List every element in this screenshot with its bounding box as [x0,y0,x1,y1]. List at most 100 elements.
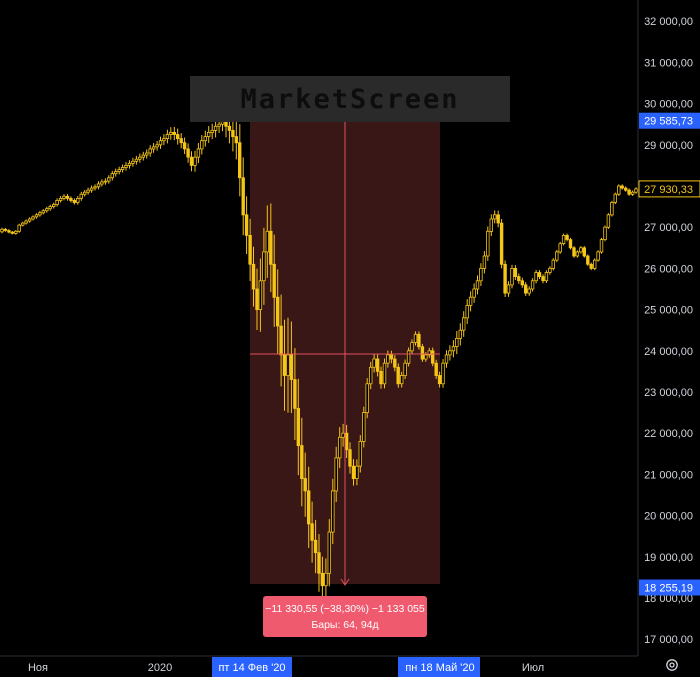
y-tick-label: 32 000,00 [644,16,693,28]
candle-body [513,267,518,277]
candles [0,109,638,603]
candle-body [437,375,442,385]
candle-body [303,478,307,492]
candle-body [544,272,549,282]
candle-body [172,131,176,135]
candle-body [58,197,63,201]
candle-body [365,383,369,413]
candle-body [76,197,80,203]
candle-body [375,358,380,372]
candle-body [296,408,300,446]
candle-body [234,136,238,144]
candle-body [34,214,39,218]
candle-body [617,185,621,195]
time-axis[interactable]: Ноя 2020 Июл пт 14 Фев '20 пн 18 Май '20 [28,657,544,677]
candle-body [410,342,414,352]
candle-body [362,412,366,442]
candle-body [324,572,328,587]
price-label-bg [638,180,700,198]
candle-body [114,171,118,175]
candle-body [368,366,373,385]
candle-body [158,140,163,146]
candle-body [20,222,25,226]
candle-body [48,206,52,210]
candle-body [38,212,42,216]
candle-body [320,572,325,587]
y-tick-label: 20 000,00 [644,511,693,523]
candle-body [403,362,407,377]
candle-body [413,333,418,343]
price-axis[interactable]: 17 000,00 18 000,00 19 000,00 20 000,00 21 0… [638,16,700,646]
candle-body [455,337,459,347]
candle-body [193,156,197,166]
candle-body [427,350,431,356]
candle-body [86,189,90,193]
candle-body [524,284,528,294]
candle-body [589,263,593,269]
candle-body [561,234,566,244]
candle-body [93,186,97,189]
candle-body [565,234,569,240]
candle-body [520,280,524,286]
candle-body [620,185,624,189]
candle-body [348,449,352,467]
candle-body [434,362,438,377]
candle-body [110,173,114,179]
candle-body [200,140,204,150]
candle-body [151,146,156,150]
candle-body [424,354,428,360]
candle-body [341,432,345,438]
candle-body [186,148,190,158]
candle-body [148,148,152,154]
candle-body [72,199,77,203]
candle-body [599,239,604,253]
candle-body [179,138,183,144]
candle-body [144,152,149,156]
candle-body [165,134,170,139]
candle-body [430,350,435,364]
candle-body [475,280,480,290]
y-tick-label: 23 000,00 [644,387,693,399]
gear-icon[interactable] [664,657,680,673]
candle-body [334,457,338,492]
candle-body [258,280,263,310]
candle-body [496,214,500,224]
candle-body [231,129,235,137]
candle-body [575,251,580,257]
candle-body [169,131,173,135]
date-label-start: пт 14 Фев '20 [218,662,285,674]
candle-body [14,230,18,234]
candle-body [479,267,483,282]
candle-body [127,162,132,166]
candle-body [389,354,394,360]
candle-body [31,216,35,220]
candle-body [396,366,400,385]
measure-change-text: −11 330,55 (−38,30%) −1 133 055 [265,602,425,615]
candle-body [399,375,404,385]
candle-body [448,350,452,356]
candle-body [468,296,473,306]
candle-body [138,156,142,160]
candle-body [482,255,487,269]
candle-body [548,267,552,273]
candle-body [417,333,421,348]
candle-body [17,224,21,232]
candle-body [10,231,14,234]
candle-body [344,432,349,451]
candle-body [120,167,125,170]
candle-body [213,125,218,131]
candle-body [568,239,573,249]
candle-body [596,251,600,261]
date-label-start-bg [212,657,292,677]
candle-body [534,272,538,282]
candle-body [131,160,135,164]
candle-body [506,284,511,294]
candle-body [372,358,376,368]
x-tick-label: Ноя [28,662,48,674]
candle-body [162,138,166,142]
price-label: 27 930,33 [644,184,693,196]
y-tick-label: 24 000,00 [644,346,693,358]
candle-body [630,191,635,195]
candle-body [27,218,32,222]
candle-body [610,202,614,216]
